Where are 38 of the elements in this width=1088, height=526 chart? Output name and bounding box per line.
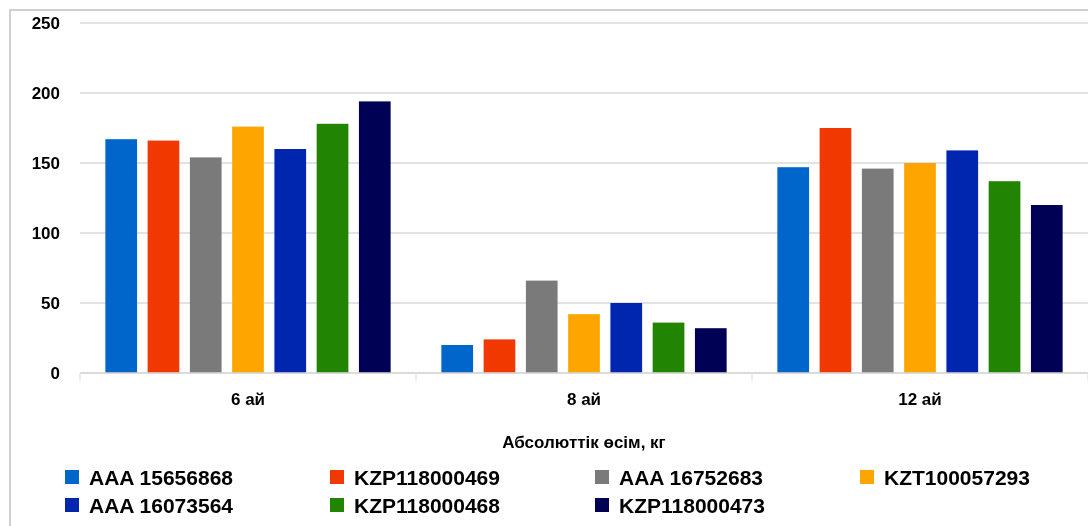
bar (904, 163, 936, 373)
bar (819, 128, 852, 373)
legend-label: KZP118000469 (354, 466, 500, 489)
bar (525, 280, 558, 373)
bar (316, 123, 349, 373)
bar (483, 339, 516, 373)
legend-label: AAA 15656868 (89, 466, 234, 489)
bar (777, 167, 810, 373)
bar (988, 181, 1021, 373)
bar (232, 126, 264, 373)
legend-label: AAA 16073564 (89, 494, 234, 517)
bar (652, 322, 685, 373)
bar (105, 139, 138, 373)
y-tick-label: 150 (31, 153, 60, 173)
legend-label: AAA 16752683 (619, 466, 763, 489)
bar (274, 149, 307, 373)
bar (610, 303, 643, 373)
y-tick-label: 100 (31, 223, 60, 243)
legend-label: KZP118000468 (354, 494, 501, 517)
bar (568, 314, 600, 373)
bar (147, 140, 180, 373)
legend-label: KZT100057293 (884, 466, 1030, 489)
y-tick-label: 50 (41, 293, 60, 313)
y-tick-label: 0 (50, 363, 60, 383)
bar (441, 345, 474, 373)
bar (358, 101, 391, 373)
x-axis-title: Абсолюттік өсім, кг (502, 433, 666, 452)
legend-label: KZP118000473 (619, 494, 765, 517)
bar (694, 328, 727, 373)
bar (861, 168, 894, 373)
bar (189, 157, 222, 373)
y-tick-label: 200 (31, 83, 60, 103)
y-tick-label: 250 (31, 13, 60, 33)
x-tick-label: 12 ай (898, 390, 942, 410)
bar (946, 150, 979, 373)
bar (1030, 205, 1063, 373)
x-tick-label: 8 ай (566, 390, 602, 410)
x-tick-label: 6 ай (230, 390, 266, 410)
